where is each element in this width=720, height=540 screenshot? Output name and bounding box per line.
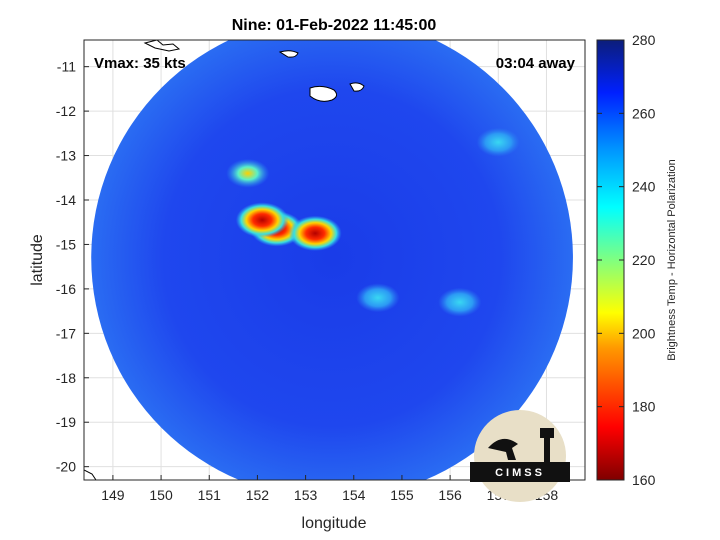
x-tick-label: 149 — [101, 487, 125, 503]
logo-text: CIMSS — [495, 467, 545, 479]
logo-disc — [474, 410, 566, 502]
colorbar-tick-label: 240 — [632, 179, 656, 195]
island — [143, 40, 181, 52]
colorbar-tick-label: 200 — [632, 325, 656, 341]
convection-cell — [438, 287, 482, 317]
convection-cell — [288, 215, 342, 251]
colorbar-tick-label: 160 — [632, 472, 656, 488]
cimss-logo: CIMSS — [470, 410, 570, 502]
y-tick-label: -20 — [56, 459, 76, 475]
vmax-label: Vmax: 35 kts — [94, 55, 186, 72]
x-tick-label: 151 — [198, 487, 222, 503]
logo-base — [470, 462, 570, 482]
convection-cell — [476, 127, 520, 157]
y-tick-label: -18 — [56, 370, 76, 386]
colorbar-tick-label: 260 — [632, 105, 656, 121]
time-away-label: 03:04 away — [496, 55, 576, 72]
satellite-dish-icon — [488, 438, 518, 460]
microwave-swath — [91, 40, 573, 480]
island — [84, 469, 97, 480]
coastline — [84, 40, 365, 480]
colorbar: 280 260 240 220 200 180 160 Brightness Temp - … — [596, 32, 678, 488]
island — [309, 85, 338, 102]
x-axis-label: longitude — [302, 515, 367, 532]
y-tick-label: -15 — [56, 236, 76, 252]
y-tick-label: -11 — [57, 59, 76, 75]
colorbar-tick-label: 280 — [632, 32, 656, 48]
x-tick-label: 155 — [390, 487, 414, 503]
x-tick-label: 152 — [246, 487, 270, 503]
convection-cell — [226, 158, 270, 188]
axes-box — [83, 39, 586, 481]
x-tick-label: 150 — [149, 487, 173, 503]
x-tick-label: 154 — [342, 487, 366, 503]
colorbar-ticks: 280 260 240 220 200 180 160 — [597, 32, 656, 488]
y-tick-label: -19 — [56, 414, 76, 430]
colorbar-tick-label: 180 — [632, 399, 656, 415]
y-tick-label: -13 — [56, 148, 76, 164]
y-tick-label: -14 — [56, 192, 76, 208]
convection-features — [226, 127, 520, 317]
island — [278, 50, 299, 58]
convection-cell — [235, 202, 289, 238]
plot-title: Nine: 01-Feb-2022 11:45:00 — [232, 17, 437, 34]
y-tick-label: -17 — [56, 325, 76, 341]
x-tick-label: 153 — [294, 487, 318, 503]
water-tower-icon — [540, 428, 554, 462]
y-tick-label: -12 — [56, 103, 76, 119]
y-axis-label: latitude — [29, 234, 46, 286]
colorbar-label: Brightness Temp - Horizontal Polarizatio… — [666, 159, 678, 361]
y-tick-label: -16 — [56, 281, 76, 297]
island — [349, 82, 365, 92]
convection-cell — [356, 283, 400, 313]
x-tick-label: 156 — [438, 487, 462, 503]
colorbar-tick-label: 220 — [632, 252, 656, 268]
